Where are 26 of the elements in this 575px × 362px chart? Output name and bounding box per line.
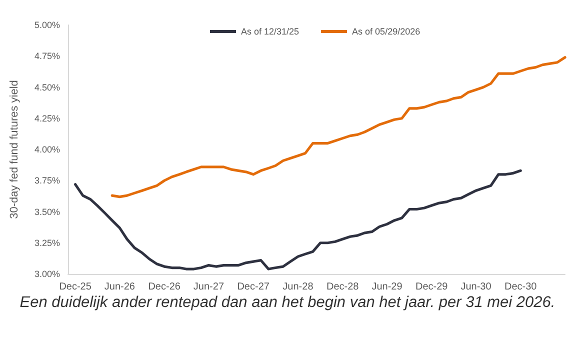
y-axis-title: 30-day fed fund futures yield bbox=[8, 80, 20, 219]
x-tick-label: Jun-30 bbox=[460, 282, 492, 292]
y-tick-label: 3.00% bbox=[34, 269, 60, 279]
x-tick-label: Jun-27 bbox=[193, 282, 224, 292]
legend-label: As of 05/29/2026 bbox=[352, 26, 420, 36]
x-tick-label: Dec-27 bbox=[237, 282, 270, 292]
y-tick-label: 4.50% bbox=[34, 82, 60, 92]
x-tick-label: Dec-29 bbox=[415, 282, 448, 292]
text: Een duidelijk ander rentepad dan aan het begin van het jaar. per 31 mei 2026. bbox=[18, 293, 556, 313]
y-tick-label: 5.00% bbox=[34, 20, 60, 30]
line-series bbox=[110, 56, 566, 198]
line-series bbox=[74, 169, 522, 270]
legend-label: As of 12/31/25 bbox=[241, 26, 300, 36]
y-tick-label: 3.75% bbox=[34, 176, 60, 186]
x-tick-label: Dec-26 bbox=[148, 282, 181, 292]
x-tick-label: Dec-25 bbox=[59, 282, 92, 292]
x-tick-label: Jun-29 bbox=[372, 282, 403, 292]
y-tick-label: 4.75% bbox=[34, 51, 60, 62]
x-tick-label: Dec-28 bbox=[326, 282, 360, 292]
y-tick-label: 4.00% bbox=[34, 144, 60, 154]
y-tick-label: 3.50% bbox=[34, 206, 60, 217]
x-tick-label: Jun-26 bbox=[104, 282, 136, 292]
x-tick-label: Jun-28 bbox=[282, 282, 314, 292]
x-tick-label: Dec-30 bbox=[504, 282, 538, 292]
y-tick-label: 3.25% bbox=[34, 238, 60, 248]
y-tick-label: 4.25% bbox=[34, 113, 60, 124]
